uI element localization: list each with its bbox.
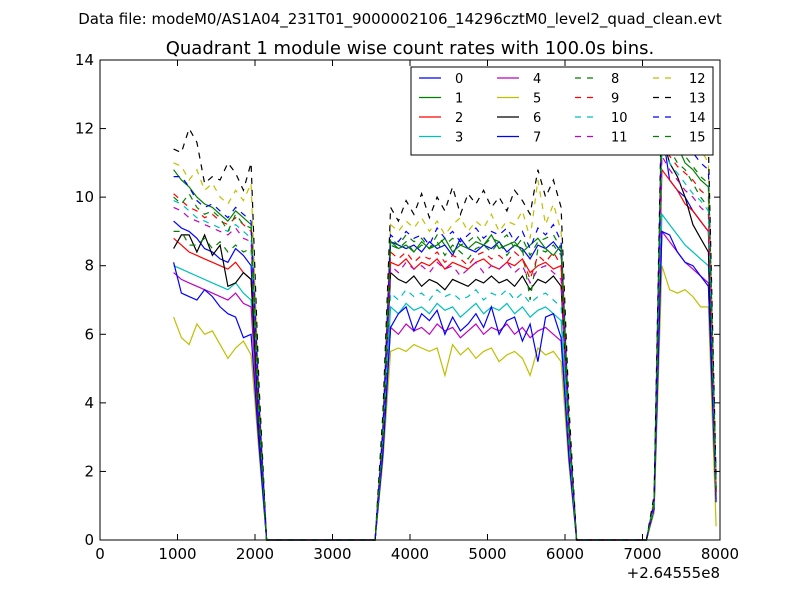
axis-ticks-group: 0 1000 2000 3000 4000 5000 6000 7000 80000246810… [75, 51, 739, 563]
legend-label-3: 3 [455, 131, 463, 146]
legend-label-4: 4 [533, 72, 541, 87]
x-tick-label: 0 [95, 545, 105, 563]
legend-label-5: 5 [533, 92, 541, 107]
y-tick-label: 12 [75, 120, 94, 138]
x-tick-label: 6000 [546, 545, 584, 563]
x-tick-label: 1000 [158, 545, 196, 563]
x-tick-label: 4000 [391, 545, 429, 563]
x-tick-label: 2000 [236, 545, 274, 563]
x-tick-label: 3000 [313, 545, 351, 563]
legend-label-2: 2 [455, 111, 463, 126]
y-tick-label: 2 [84, 462, 94, 480]
legend-box [410, 66, 714, 156]
legend-label-13: 13 [689, 92, 706, 107]
series-line-14 [173, 104, 717, 541]
legend-label-11: 11 [611, 131, 628, 146]
legend-label-6: 6 [533, 111, 541, 126]
y-tick-label: 10 [75, 188, 94, 206]
y-tick-label: 8 [84, 257, 94, 275]
legend-label-8: 8 [611, 72, 619, 87]
legend-label-12: 12 [689, 72, 706, 87]
x-tick-label: 7000 [623, 545, 661, 563]
y-tick-label: 6 [84, 325, 94, 343]
legend-label-15: 15 [689, 131, 706, 146]
legend-label-0: 0 [455, 72, 463, 87]
x-tick-label: 5000 [468, 545, 506, 563]
legend-label-14: 14 [689, 111, 706, 126]
suptitle: Data file: modeM0/AS1A04_231T01_90000021… [78, 10, 722, 29]
x-axis-offset-label: +2.64555e8 [627, 564, 720, 582]
legend-label-9: 9 [611, 92, 619, 107]
x-tick-label: 8000 [701, 545, 739, 563]
y-tick-label: 0 [84, 531, 94, 549]
y-tick-label: 4 [84, 394, 94, 412]
legend-label-7: 7 [533, 131, 541, 146]
legend-label-1: 1 [455, 92, 463, 107]
chart-title: Quadrant 1 module wise count rates with … [166, 38, 655, 59]
legend-label-10: 10 [611, 111, 628, 126]
y-tick-label: 14 [75, 51, 94, 69]
